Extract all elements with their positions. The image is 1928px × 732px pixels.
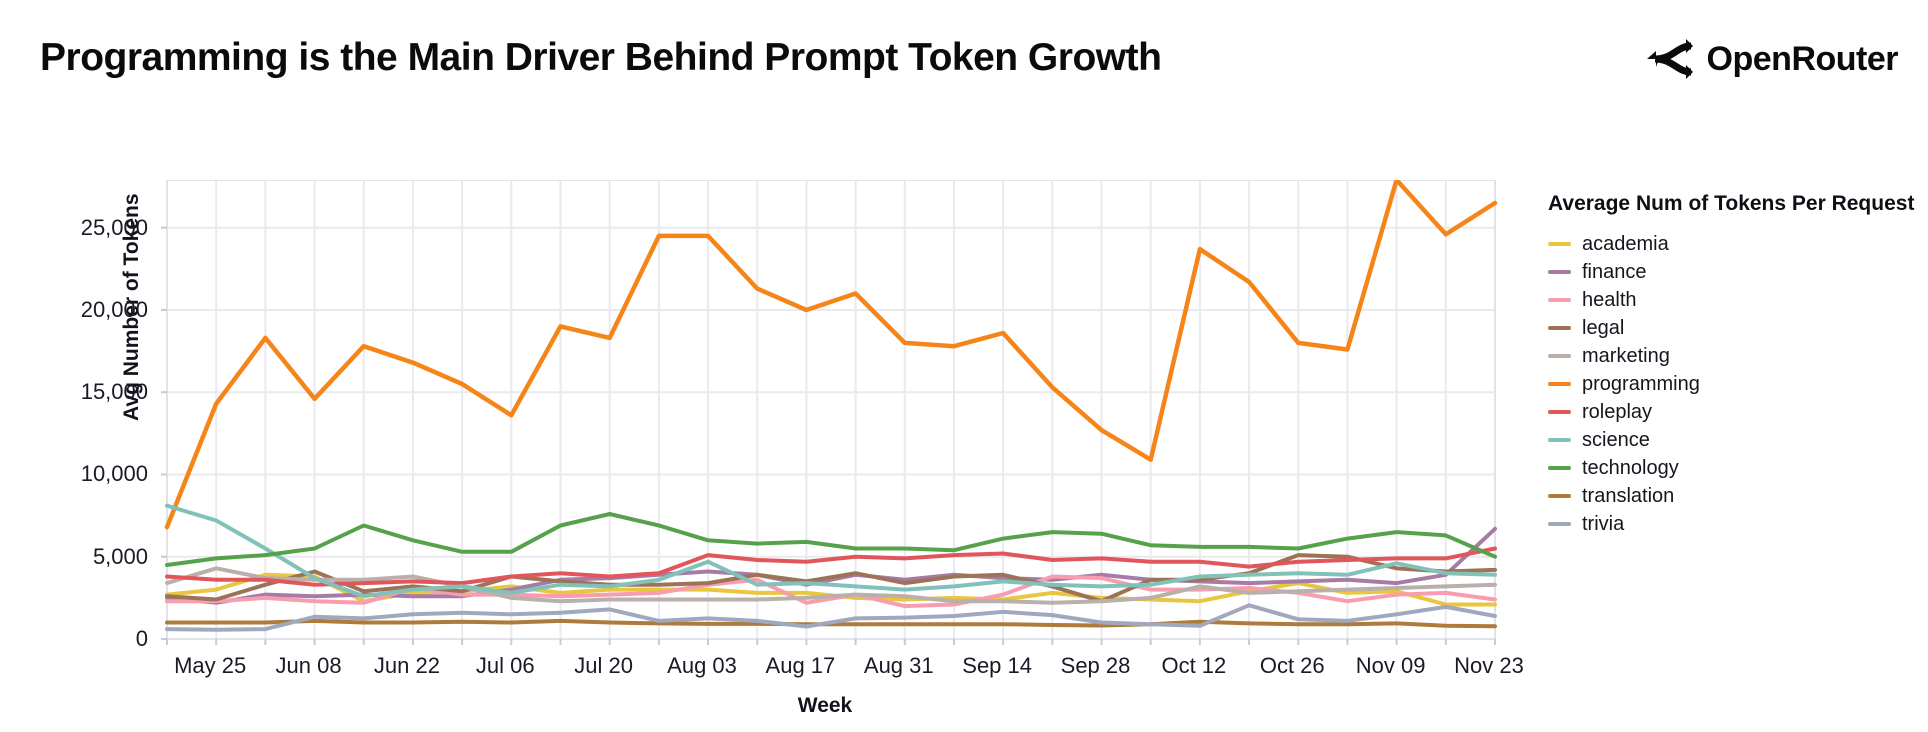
- x-tick-label: Sep 28: [1060, 653, 1131, 678]
- y-tick-label: 15,000: [80, 379, 148, 405]
- x-tick-label: Aug 17: [765, 653, 836, 678]
- legend-item-roleplay: roleplay: [1548, 398, 1920, 426]
- legend-items: academia finance health legal marketing progr…: [1548, 230, 1920, 538]
- legend-label: programming: [1582, 372, 1700, 395]
- legend-label: marketing: [1582, 344, 1670, 367]
- legend-swatch-technology: [1548, 466, 1571, 470]
- legend-swatch-health: [1548, 298, 1571, 302]
- legend-swatch-roleplay: [1548, 410, 1571, 414]
- page-title: Programming is the Main Driver Behind Pr…: [40, 36, 1162, 79]
- legend-label: academia: [1582, 232, 1669, 255]
- series-line-science: [165, 503, 1497, 599]
- legend-label: science: [1582, 428, 1650, 451]
- y-tick-label: 10,000: [80, 461, 148, 487]
- legend-swatch-finance: [1548, 270, 1571, 274]
- x-tick-label: Jun 08: [275, 653, 342, 678]
- legend-item-finance: finance: [1548, 258, 1920, 286]
- x-axis-title: Week: [797, 694, 853, 717]
- legend-label: roleplay: [1582, 400, 1653, 423]
- openrouter-brand: OpenRouter: [1646, 38, 1899, 80]
- legend-swatch-academia: [1548, 242, 1571, 246]
- x-tick-label: Nov 23: [1454, 653, 1524, 678]
- legend-item-legal: legal: [1548, 314, 1920, 342]
- y-tick-label: 25,000: [80, 214, 148, 240]
- legend-label: translation: [1582, 484, 1675, 507]
- legend-item-marketing: marketing: [1548, 342, 1920, 370]
- legend-item-programming: programming: [1548, 370, 1920, 398]
- legend-item-academia: academia: [1548, 230, 1920, 258]
- legend-swatch-translation: [1548, 494, 1571, 498]
- series-line-marketing: [165, 566, 1497, 605]
- legend: Average Num of Tokens Per Request academ…: [1548, 192, 1920, 538]
- x-tick-label: Nov 09: [1355, 653, 1426, 678]
- legend-label: health: [1582, 288, 1637, 311]
- series-line-trivia: [165, 603, 1497, 632]
- brand-name: OpenRouter: [1706, 39, 1899, 78]
- x-tick-label: Aug 03: [667, 653, 737, 678]
- legend-item-translation: translation: [1548, 482, 1920, 510]
- legend-swatch-trivia: [1548, 522, 1571, 526]
- legend-item-trivia: trivia: [1548, 510, 1920, 538]
- legend-label: legal: [1582, 316, 1625, 339]
- legend-swatch-science: [1548, 438, 1571, 442]
- x-tick-label: Jun 22: [373, 653, 440, 678]
- legend-label: technology: [1582, 456, 1679, 479]
- legend-item-science: science: [1548, 426, 1920, 454]
- legend-item-technology: technology: [1548, 454, 1920, 482]
- y-tick-label: 0: [135, 626, 148, 651]
- x-tick-label: Oct 26: [1259, 653, 1325, 678]
- y-tick-label: 5,000: [92, 543, 148, 569]
- x-tick-label: Sep 14: [962, 653, 1033, 678]
- series-line-technology: [165, 512, 1497, 567]
- legend-label: finance: [1582, 260, 1647, 283]
- legend-swatch-marketing: [1548, 354, 1571, 358]
- legend-swatch-programming: [1548, 382, 1571, 386]
- x-tick-label: Jul 20: [574, 653, 634, 678]
- x-tick-label: May 25: [174, 653, 247, 678]
- x-tick-label: Aug 31: [863, 653, 934, 678]
- openrouter-icon: [1646, 39, 1693, 79]
- plot-area: [161, 180, 1498, 645]
- x-tick-label: Oct 12: [1161, 653, 1227, 678]
- series-line-roleplay: [165, 546, 1497, 587]
- x-tick-label: Jul 06: [475, 653, 535, 678]
- legend-label: trivia: [1582, 512, 1625, 535]
- legend-item-health: health: [1548, 286, 1920, 314]
- legend-swatch-legal: [1548, 326, 1571, 330]
- series-line-programming: [164, 180, 1498, 530]
- legend-title: Average Num of Tokens Per Request: [1548, 192, 1915, 215]
- y-tick-label: 20,000: [80, 296, 148, 322]
